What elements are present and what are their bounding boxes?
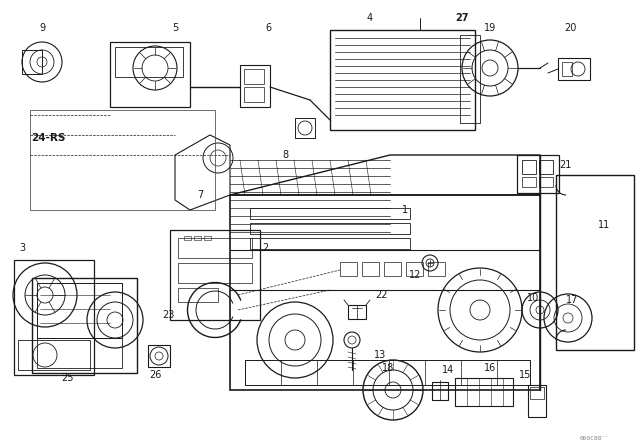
- Bar: [539, 177, 553, 187]
- Bar: [406, 262, 423, 276]
- Bar: [530, 387, 544, 399]
- Bar: [250, 223, 410, 234]
- Text: 000C88̅̅: 000C88̅̅: [580, 435, 610, 440]
- Bar: [460, 35, 480, 123]
- Bar: [528, 385, 546, 417]
- Text: 15: 15: [519, 370, 531, 380]
- Bar: [37, 283, 122, 338]
- Text: 3: 3: [19, 243, 25, 253]
- Text: 14: 14: [442, 365, 454, 375]
- Text: 19: 19: [484, 23, 496, 33]
- Text: 12: 12: [409, 270, 421, 280]
- Bar: [178, 288, 218, 302]
- Text: 1: 1: [402, 205, 408, 215]
- Bar: [362, 262, 379, 276]
- Text: 22: 22: [376, 290, 388, 300]
- Text: 8: 8: [282, 150, 288, 160]
- Bar: [14, 260, 94, 375]
- Bar: [539, 160, 553, 174]
- Bar: [230, 195, 540, 390]
- Bar: [522, 177, 536, 187]
- Text: 13: 13: [374, 350, 386, 360]
- Bar: [330, 30, 475, 130]
- Bar: [250, 238, 410, 249]
- Text: 18: 18: [382, 363, 394, 373]
- Bar: [244, 69, 264, 84]
- Bar: [245, 360, 530, 385]
- Bar: [295, 118, 315, 138]
- Text: 24-RS: 24-RS: [31, 133, 65, 143]
- Bar: [428, 262, 445, 276]
- Bar: [148, 345, 170, 367]
- Bar: [194, 236, 201, 240]
- Text: 26: 26: [149, 370, 161, 380]
- Bar: [384, 262, 401, 276]
- Text: 17: 17: [566, 295, 578, 305]
- Text: 7: 7: [197, 190, 203, 200]
- Bar: [115, 47, 183, 77]
- Bar: [340, 262, 357, 276]
- Bar: [244, 87, 264, 102]
- Bar: [170, 230, 260, 320]
- Text: 21: 21: [559, 160, 571, 170]
- Bar: [30, 110, 215, 210]
- Text: 6: 6: [265, 23, 271, 33]
- Text: 20: 20: [564, 23, 576, 33]
- Bar: [178, 263, 252, 283]
- Text: 23: 23: [162, 310, 174, 320]
- Bar: [250, 208, 410, 219]
- Bar: [22, 50, 42, 74]
- Bar: [110, 42, 190, 107]
- Text: 27: 27: [455, 13, 468, 23]
- Text: 2: 2: [262, 243, 268, 253]
- Bar: [204, 236, 211, 240]
- Bar: [517, 155, 559, 193]
- Bar: [240, 65, 270, 107]
- Text: 5: 5: [172, 23, 178, 33]
- Text: 10: 10: [527, 293, 539, 303]
- Text: 4: 4: [367, 13, 373, 23]
- Bar: [178, 238, 252, 258]
- Bar: [522, 160, 536, 174]
- Bar: [184, 236, 191, 240]
- Bar: [18, 340, 90, 370]
- Bar: [562, 62, 572, 76]
- Bar: [455, 378, 513, 406]
- Bar: [348, 305, 366, 319]
- Text: 9: 9: [39, 23, 45, 33]
- Bar: [32, 278, 137, 373]
- Bar: [37, 338, 122, 368]
- Bar: [556, 175, 634, 350]
- Text: 25: 25: [61, 373, 74, 383]
- Text: 11: 11: [598, 220, 610, 230]
- Bar: [432, 382, 448, 400]
- Bar: [558, 58, 590, 80]
- Text: 16: 16: [484, 363, 496, 373]
